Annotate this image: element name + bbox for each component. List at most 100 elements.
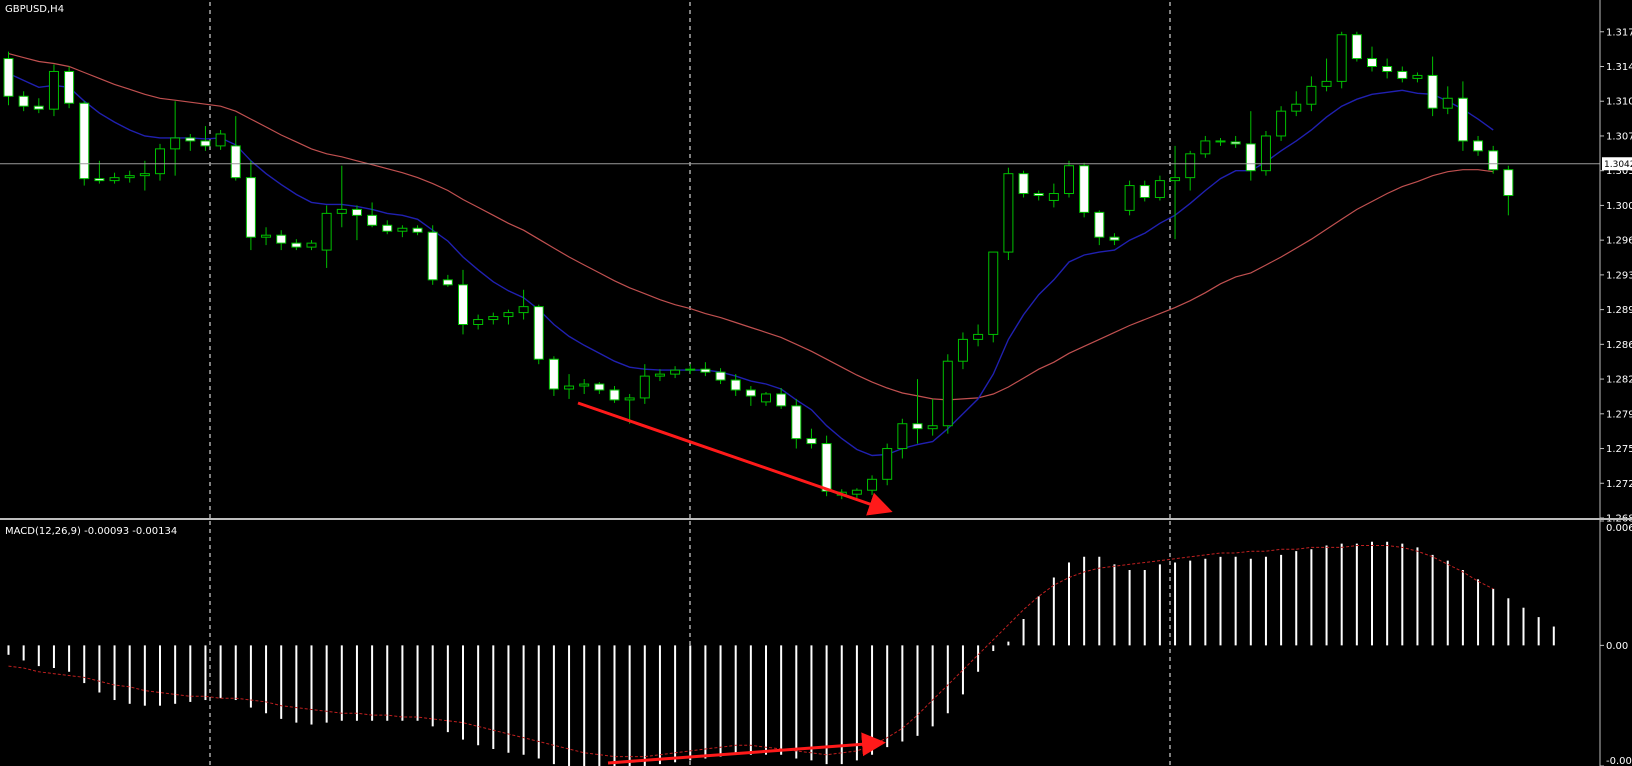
candle [488, 312, 499, 325]
bull-candle-body [867, 478, 878, 491]
candle [503, 309, 514, 325]
candle [1306, 76, 1317, 112]
candle [18, 91, 29, 112]
macd-panel[interactable]: MACD(12,26,9) -0.00093 -0.00134 0.00660.… [5, 520, 1632, 766]
bear-candle-body [351, 208, 362, 216]
candle [1412, 72, 1423, 83]
macd-signal-line [8, 545, 1494, 758]
bull-candle-body [109, 177, 120, 182]
candle [518, 289, 529, 320]
candle [336, 165, 347, 228]
bear-candle-body [1215, 140, 1226, 143]
bull-candle-body [170, 137, 181, 150]
candle [1321, 58, 1332, 92]
candle [973, 324, 984, 347]
bull-candle-body [1276, 110, 1287, 137]
bull-candle-body [685, 368, 696, 371]
bull-candle-body [1291, 103, 1302, 112]
bull-candle-body [503, 312, 514, 318]
macd-divergence-arrow [607, 732, 886, 765]
candle [3, 51, 14, 106]
candle [412, 225, 423, 236]
candle [897, 418, 908, 459]
candle [1154, 175, 1165, 201]
candle [33, 98, 44, 114]
candle [745, 386, 756, 406]
candle [427, 225, 438, 285]
candle [609, 386, 620, 403]
candle [654, 369, 665, 382]
current-price-tag: 1.3042 [1602, 157, 1632, 171]
bear-candle-body [912, 423, 923, 430]
bear-candle-body [230, 145, 241, 179]
macd-tick-label: 0.00 [1606, 641, 1628, 652]
candle [851, 488, 862, 499]
candle [473, 314, 484, 330]
candle [1185, 150, 1196, 191]
bull-candle-body [1003, 173, 1014, 253]
bull-candle-body [579, 383, 590, 387]
candle [1200, 135, 1211, 158]
bull-candle-body [973, 333, 984, 340]
candle [1336, 31, 1347, 89]
bear-candle-body [715, 371, 726, 381]
candle [1003, 167, 1014, 260]
price-tick-label: 1.3070 [1606, 131, 1632, 142]
bear-candle-body [594, 383, 605, 391]
candlestick-series [3, 31, 1514, 500]
bear-candle-body [1488, 150, 1499, 171]
candle [306, 240, 317, 251]
candle [261, 227, 272, 246]
candle [1457, 81, 1468, 151]
candle [1442, 86, 1453, 115]
candle [579, 379, 590, 394]
candle [685, 364, 696, 375]
bull-candle-body [639, 375, 650, 399]
bear-candle-body [1427, 74, 1438, 109]
bear-candle-body [791, 405, 802, 440]
candle [1260, 131, 1271, 176]
bear-candle-body [442, 279, 453, 286]
price-tick-label: 1.2790 [1606, 409, 1632, 420]
symbol-title: GBPUSD,H4 [5, 4, 64, 15]
candle [776, 388, 787, 409]
candle [1367, 46, 1377, 72]
bull-candle-body [882, 448, 893, 480]
bull-candle-body [1185, 153, 1196, 179]
current-price-label: 1.3042 [1604, 160, 1632, 170]
bear-candle-body [806, 438, 817, 445]
bear-candle-body [1033, 193, 1044, 196]
bear-candle-body [548, 358, 559, 390]
price-tick-label: 1.3175 [1606, 27, 1632, 38]
bear-candle-body [1382, 66, 1393, 72]
bear-candle-body [1397, 70, 1408, 79]
price-panel[interactable]: GBPUSD,H4 1.3175 1.3140 1.3105 1.3070 1.3035… [0, 2, 1632, 525]
bear-candle-body [1245, 143, 1256, 172]
bear-candle-body [1503, 169, 1514, 196]
bull-candle-body [261, 234, 272, 238]
candle [321, 205, 332, 268]
bull-candle-body [1200, 140, 1211, 155]
bull-candle-body [988, 251, 999, 335]
candle [821, 435, 832, 497]
candle [1109, 233, 1120, 246]
bull-candle-body [927, 425, 938, 430]
candle [988, 251, 999, 343]
candle [1351, 31, 1362, 62]
candle [458, 269, 468, 335]
candle [1033, 190, 1044, 201]
bear-candle-body [185, 137, 196, 142]
bull-candle-body [654, 373, 665, 377]
bull-candle-body [473, 319, 484, 325]
bear-candle-body [79, 102, 90, 180]
candle [564, 374, 575, 399]
bull-candle-body [397, 227, 408, 232]
candle [79, 101, 90, 186]
candle [155, 143, 165, 181]
macd-title: MACD(12,26,9) -0.00093 -0.00134 [5, 526, 177, 537]
bear-candle-body [367, 214, 378, 226]
macd-signal-path [8, 545, 1494, 758]
candle [1427, 56, 1438, 117]
bull-candle-body [1048, 193, 1059, 201]
